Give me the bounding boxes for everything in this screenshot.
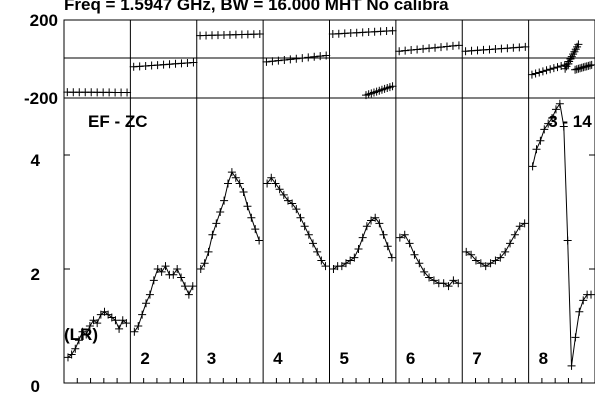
phase-series-5 [332,30,393,35]
panel-label-left-marker: (LR) [64,325,98,344]
amplitude-point-7 [520,219,529,228]
amplitude-labels: 2 3 4 5 6 7 8 [140,349,548,368]
amplitude-series-8 [532,102,591,366]
amplitude-point-5 [329,265,338,273]
amplitude-point-2 [130,327,139,336]
phase-series-7 [465,46,526,52]
amplitude-series-7 [465,222,525,267]
amplitude-point-3 [255,236,264,245]
chart-title: Freq = 1.5947 GHz, BW = 16.000 MHT No ca… [64,0,449,14]
amplitude-series-5 [333,217,393,270]
phase-ytick-bottom: -200 [24,89,58,108]
phase-point-8b [574,40,583,49]
phase-series-5b [365,85,393,96]
baseline-label: 5 [340,349,349,368]
amplitude-point-1 [122,319,131,328]
phase-series-8b [564,44,579,70]
amplitude-series-2 [133,265,194,332]
panel-label-top-left: EF - ZC [88,112,148,131]
amplitude-series-1 [67,311,127,358]
phase-grid [129,20,530,98]
panel-label-top-right: 3 - 14 [548,112,592,131]
amplitude-series-4 [266,176,326,267]
amplitude-ytick-2: 2 [31,265,40,284]
amplitude-series-3 [200,170,260,270]
phase-series-2 [133,62,194,68]
phase-ytick-top: 200 [30,11,58,30]
amplitude-panel: 4 2 0 2 3 4 5 6 7 8 EF - ZC 3 - 14 (LR) [31,97,595,394]
phase-series-4 [266,55,327,63]
amplitude-ytick-0: 0 [31,377,40,394]
baseline-label: 7 [472,349,481,368]
phase-data [63,26,595,100]
amplitude-data [63,99,595,370]
baseline-label: 2 [140,349,149,368]
phase-series-8 [531,63,569,76]
baseline-label: 6 [406,349,415,368]
amplitude-series-6 [399,234,459,287]
phase-series-8c [574,64,592,71]
phase-panel: 200 -200 [24,11,595,108]
phase-series-6 [399,44,459,52]
baseline-label: 3 [207,349,216,368]
phase-series-3 [200,33,260,37]
amplitude-point-4 [321,262,330,271]
baseline-label: 4 [273,349,283,368]
baseline-label: 8 [539,349,548,368]
amplitude-point-6 [395,233,404,242]
amplitude-ytick-4: 4 [31,151,41,170]
